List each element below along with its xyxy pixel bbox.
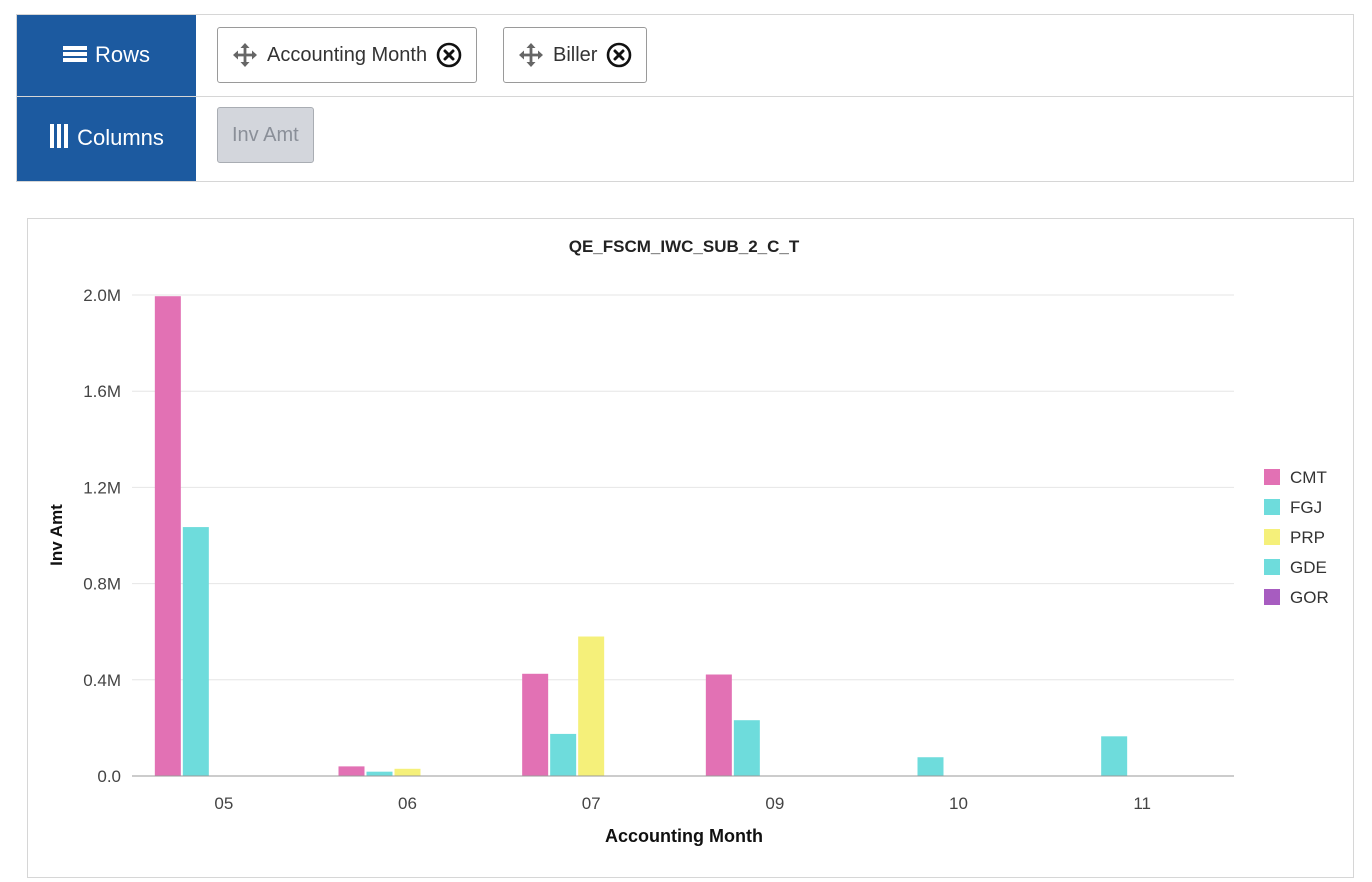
columns-zone: Columns Inv Amt: [17, 97, 1353, 181]
bar-09-fgj[interactable]: [733, 720, 760, 776]
row-field-chip-accounting-month[interactable]: Accounting Month: [217, 27, 478, 83]
x-tick-label: 07: [582, 794, 601, 813]
rows-zone: Rows Accounting Month: [17, 15, 1353, 97]
legend-swatch-prp: [1264, 529, 1280, 545]
x-axis-label: Accounting Month: [605, 826, 763, 846]
rows-label: Rows: [94, 41, 150, 67]
legend-label-cmt[interactable]: CMT: [1290, 468, 1327, 487]
x-tick-label: 05: [214, 794, 233, 813]
legend-label-gde[interactable]: GDE: [1290, 558, 1327, 577]
column-field-label: Inv Amt: [232, 123, 299, 146]
legend-label-gor[interactable]: GOR: [1290, 588, 1329, 607]
move-icon[interactable]: [232, 42, 258, 68]
legend-label-fgj[interactable]: FGJ: [1290, 498, 1322, 517]
bars: [154, 296, 1128, 776]
y-tick-label: 0.8M: [83, 575, 121, 594]
y-tick-label: 2.0M: [83, 286, 121, 305]
pivot-config-panel: Rows Accounting Month: [16, 14, 1354, 182]
x-tick-label: 09: [765, 794, 784, 813]
columns-label: Columns: [77, 125, 164, 150]
rows-icon: [62, 43, 87, 69]
legend: CMT FGJ PRP GDE GOR: [1264, 468, 1329, 607]
bar-10-fgj[interactable]: [917, 757, 944, 776]
legend-swatch-cmt: [1264, 469, 1280, 485]
y-tick-label: 1.6M: [83, 382, 121, 401]
y-tick-label: 1.2M: [83, 478, 121, 497]
legend-swatch-gde: [1264, 559, 1280, 575]
columns-zone-label: Columns: [17, 97, 196, 181]
rows-zone-label: Rows: [17, 15, 196, 96]
chart-panel: QE_FSCM_IWC_SUB_2_C_T 0.0 0.4M 0.8M 1.2M 1.6…: [27, 218, 1354, 878]
bar-chart: QE_FSCM_IWC_SUB_2_C_T 0.0 0.4M 0.8M 1.2M 1.6…: [47, 237, 1329, 846]
chart-title: QE_FSCM_IWC_SUB_2_C_T: [569, 237, 800, 256]
x-tick-label: 10: [949, 794, 968, 813]
bar-05-cmt[interactable]: [154, 296, 181, 776]
bar-05-fgj[interactable]: [182, 527, 209, 776]
y-axis-ticks: 0.0 0.4M 0.8M 1.2M 1.6M 2.0M: [83, 286, 121, 786]
row-field-chip-biller[interactable]: Biller: [503, 27, 648, 83]
legend-swatch-fgj: [1264, 499, 1280, 515]
y-tick-label: 0.4M: [83, 671, 121, 690]
remove-field-icon[interactable]: [606, 42, 632, 68]
legend-label-prp[interactable]: PRP: [1290, 528, 1325, 547]
x-tick-label: 06: [398, 794, 417, 813]
bar-07-prp[interactable]: [578, 636, 605, 776]
bar-07-fgj[interactable]: [550, 733, 577, 776]
x-tick-label: 11: [1133, 794, 1151, 813]
bar-06-prp[interactable]: [394, 768, 421, 776]
bar-07-cmt[interactable]: [522, 673, 549, 776]
x-axis-ticks: 05 06 07 09 10 11: [214, 794, 1151, 813]
row-field-label: Biller: [553, 43, 598, 66]
row-field-label: Accounting Month: [267, 43, 428, 66]
y-tick-label: 0.0: [97, 767, 121, 786]
bar-06-fgj[interactable]: [366, 771, 393, 776]
column-field-chip-inv-amt[interactable]: Inv Amt: [217, 107, 314, 163]
bar-06-cmt[interactable]: [338, 766, 365, 776]
legend-swatch-gor: [1264, 589, 1280, 605]
move-icon[interactable]: [518, 42, 544, 68]
y-axis-label: Inv Amt: [47, 504, 66, 566]
remove-field-icon[interactable]: [436, 42, 462, 68]
grid-lines: [132, 294, 1234, 681]
bar-11-fgj[interactable]: [1101, 736, 1128, 776]
bar-09-cmt[interactable]: [705, 674, 732, 776]
columns-icon: [49, 124, 69, 154]
